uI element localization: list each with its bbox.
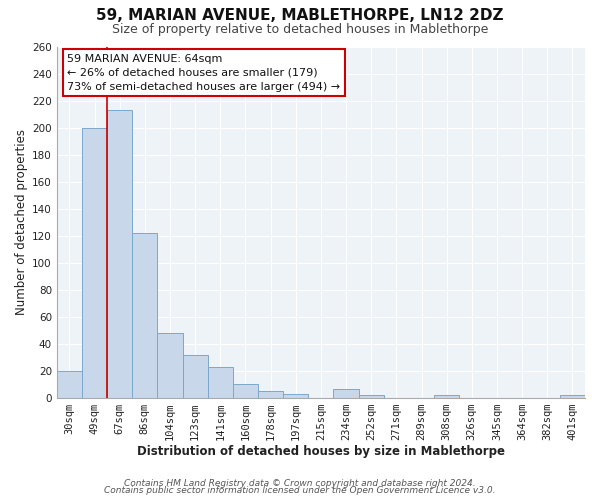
Text: Contains public sector information licensed under the Open Government Licence v3: Contains public sector information licen… (104, 486, 496, 495)
Text: 59 MARIAN AVENUE: 64sqm
← 26% of detached houses are smaller (179)
73% of semi-d: 59 MARIAN AVENUE: 64sqm ← 26% of detache… (67, 54, 340, 92)
Bar (132, 233, 157, 398)
Text: 59, MARIAN AVENUE, MABLETHORPE, LN12 2DZ: 59, MARIAN AVENUE, MABLETHORPE, LN12 2DZ (96, 8, 504, 22)
Text: Size of property relative to detached houses in Mablethorpe: Size of property relative to detached ho… (112, 22, 488, 36)
Bar (434, 396, 459, 398)
Bar (208, 367, 233, 398)
Bar (157, 333, 182, 398)
Bar (334, 388, 359, 398)
Bar (82, 128, 107, 398)
Bar (359, 396, 384, 398)
Bar (107, 110, 132, 398)
X-axis label: Distribution of detached houses by size in Mablethorpe: Distribution of detached houses by size … (137, 444, 505, 458)
Bar (57, 371, 82, 398)
Bar (560, 396, 585, 398)
Bar (182, 354, 208, 398)
Bar (233, 384, 258, 398)
Text: Contains HM Land Registry data © Crown copyright and database right 2024.: Contains HM Land Registry data © Crown c… (124, 478, 476, 488)
Bar (258, 391, 283, 398)
Y-axis label: Number of detached properties: Number of detached properties (15, 129, 28, 315)
Bar (283, 394, 308, 398)
